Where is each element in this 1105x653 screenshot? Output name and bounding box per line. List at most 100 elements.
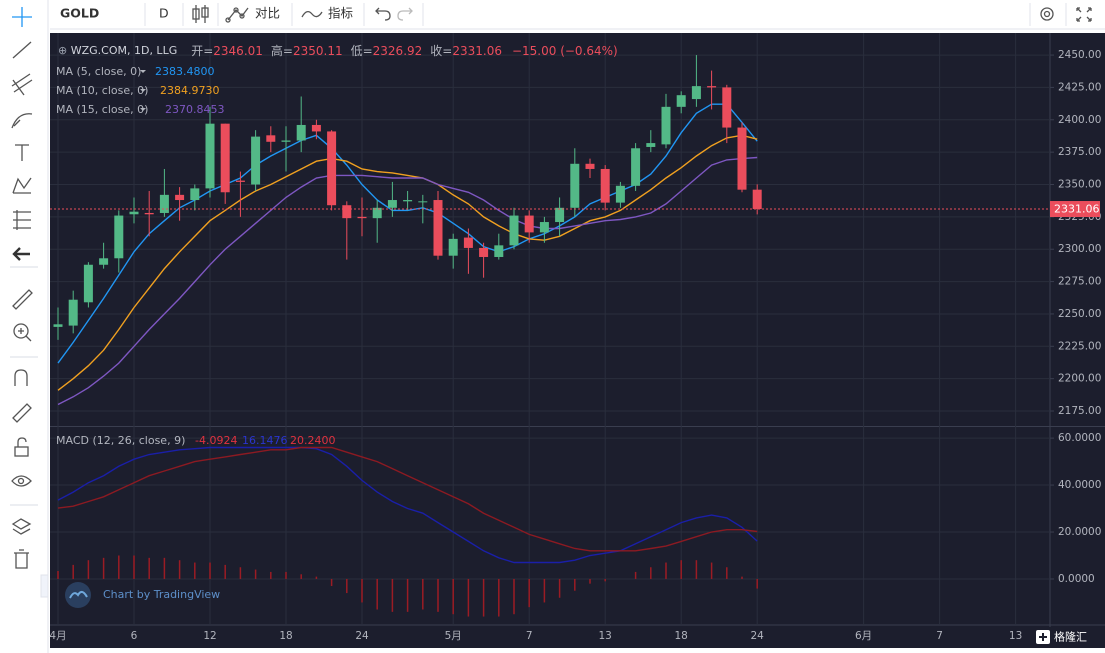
y-tick-label: 60.0000 <box>1058 432 1101 444</box>
y-tick-label: 0.0000 <box>1058 573 1095 585</box>
histogram-bar <box>118 555 120 579</box>
histogram-bar <box>756 578 758 589</box>
histogram-bar <box>498 578 500 617</box>
y-tick-label: 40.0000 <box>1058 479 1101 491</box>
fullscreen-button[interactable] <box>1076 7 1092 22</box>
delete-tool[interactable] <box>14 549 29 569</box>
candle-body <box>600 168 610 203</box>
histogram-bar <box>513 578 515 615</box>
y-tick-label: 2425.00 <box>1058 81 1101 93</box>
trend-line-tool[interactable] <box>12 41 32 59</box>
macd-legend-value: 16.1476 <box>242 434 288 447</box>
histogram-bar <box>695 560 698 579</box>
undo-button[interactable] <box>375 7 391 21</box>
candle-body <box>53 324 63 327</box>
visibility-tool[interactable] <box>11 475 32 487</box>
text-tool[interactable] <box>15 144 29 161</box>
candle-body <box>494 245 504 257</box>
magnet-tool[interactable] <box>14 369 28 386</box>
macd-legend: MACD (12, 26, close, 9) <box>56 434 185 447</box>
ma-line <box>57 103 758 364</box>
high-value: 2350.11 <box>293 44 343 58</box>
histogram-bar <box>72 564 74 579</box>
compare-button[interactable]: 对比 <box>255 6 280 21</box>
candle-body <box>159 194 169 213</box>
fib-tool[interactable] <box>11 73 33 96</box>
candle-body <box>83 264 93 303</box>
indicators-icon[interactable] <box>301 10 323 18</box>
candle-body <box>311 124 321 132</box>
prediction-tool[interactable] <box>13 210 31 230</box>
x-tick-label: 24 <box>751 630 765 642</box>
y-tick-label: 2175.00 <box>1058 405 1101 417</box>
lock-drawing-tool[interactable] <box>12 403 32 423</box>
ma-line <box>57 134 758 391</box>
low-value: 2326.92 <box>373 44 423 58</box>
histogram-bar <box>178 560 181 579</box>
x-tick-label: 12 <box>203 630 216 642</box>
y-tick-label: 2450.00 <box>1058 49 1101 61</box>
x-tick-label: 7 <box>526 630 533 642</box>
lock-tool[interactable] <box>14 437 29 457</box>
y-tick-label: 2200.00 <box>1058 373 1101 385</box>
candle-body <box>585 163 595 169</box>
candle-type-button[interactable] <box>192 5 209 23</box>
symbol[interactable]: GOLD <box>60 6 99 21</box>
interval[interactable]: D <box>159 6 169 21</box>
histogram-bar <box>467 578 470 617</box>
dropdown-arrow <box>140 89 146 92</box>
histogram-bar <box>194 562 196 579</box>
redo-button[interactable] <box>397 7 413 21</box>
brush-tool[interactable] <box>11 113 33 129</box>
zoom-tool[interactable] <box>13 323 32 342</box>
crosshair-tool[interactable] <box>12 7 32 27</box>
histogram-bar <box>634 571 637 579</box>
histogram-bar <box>741 576 743 579</box>
compare-icon[interactable] <box>225 7 249 23</box>
candle-body <box>342 205 352 219</box>
back-tool[interactable] <box>12 247 30 261</box>
histogram-bar <box>726 567 728 579</box>
x-tick-label: 7 <box>936 630 943 642</box>
watermark: Chart by TradingView <box>65 582 220 608</box>
candle-body <box>661 106 671 145</box>
watermark-text[interactable]: Chart by TradingView <box>103 588 220 601</box>
histogram-bar <box>406 578 409 612</box>
candle-body <box>99 258 109 265</box>
histogram-bar <box>361 578 363 603</box>
histogram-bar <box>437 578 439 612</box>
y-tick-label: 2350.00 <box>1058 179 1101 191</box>
histogram-bar <box>680 560 682 579</box>
ma-legend-value: 2384.9730 <box>160 84 220 97</box>
histogram-bar <box>148 557 150 579</box>
indicators-button[interactable]: 指标 <box>328 6 353 21</box>
candle-body <box>433 200 443 256</box>
candle-body <box>296 124 306 141</box>
candle-body <box>205 123 215 189</box>
histogram-bar <box>452 578 454 615</box>
high-label: 高= <box>271 43 293 58</box>
histogram-bar <box>209 562 211 579</box>
candle-body <box>235 180 245 182</box>
candle-body <box>676 95 686 107</box>
histogram-bar <box>346 578 348 594</box>
drawing-tools <box>10 7 38 569</box>
candle-body <box>707 86 717 88</box>
candle-body <box>752 189 762 210</box>
layers-tool[interactable] <box>11 518 32 535</box>
pattern-tool[interactable] <box>12 177 32 194</box>
y-tick-label: 2250.00 <box>1058 308 1101 320</box>
candle-body <box>220 123 230 193</box>
sidebar-toggle[interactable] <box>40 574 49 598</box>
close-label: 收= <box>430 44 452 58</box>
change-value: −15.00 (−0.64%) <box>512 44 618 58</box>
ma-legend-value: 2370.8453 <box>165 103 225 116</box>
candle-body <box>372 207 382 219</box>
settings-button[interactable] <box>1040 7 1054 21</box>
ruler-tool[interactable] <box>12 289 33 310</box>
x-tick-label: 13 <box>1009 630 1022 642</box>
y-tick-label: 2375.00 <box>1058 146 1101 158</box>
x-tick-label: 18 <box>675 630 688 642</box>
macd-line <box>57 446 758 564</box>
ma-legend-name: MA (10, close, 0) <box>56 84 148 97</box>
